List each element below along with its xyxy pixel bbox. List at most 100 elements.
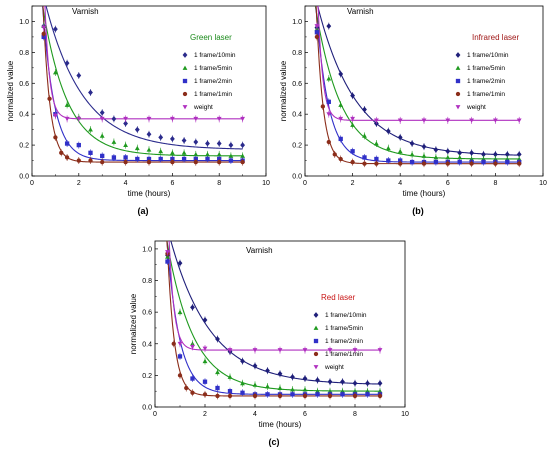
chart-svg: 0 2 4 6 8 10 0.0 0.2 0.4 0.6 0.8 1.0 time (hours) nor… [6, 5, 270, 216]
data-series [165, 250, 383, 400]
y-axis-label: normalized value [279, 60, 288, 121]
legend-marker [182, 65, 188, 70]
data-point [64, 116, 70, 122]
data-point [302, 393, 308, 399]
legend-marker [313, 365, 319, 370]
data-point [146, 131, 152, 138]
data-point [158, 156, 163, 162]
data-point [252, 348, 258, 353]
data-point [227, 374, 233, 379]
data-point [352, 393, 358, 399]
data-point [215, 385, 220, 391]
x-tick-label: 4 [124, 180, 128, 187]
data-point [64, 60, 70, 67]
legend-marker [455, 105, 461, 110]
chart-title: Varnish [246, 246, 273, 255]
data-point [326, 76, 332, 81]
data-point [177, 260, 183, 267]
data-point [277, 385, 283, 390]
x-tick-label: 2 [77, 180, 81, 187]
data-point [41, 25, 47, 31]
legend-label: 1 frame/2min [194, 78, 232, 85]
x-tick-label: 4 [253, 411, 257, 418]
data-point [53, 135, 58, 140]
y-tick-label: 0.6 [142, 310, 152, 317]
data-point [421, 153, 427, 158]
data-point [205, 140, 210, 147]
data-point [88, 89, 93, 96]
data-point [409, 151, 415, 157]
legend-marker [182, 78, 188, 84]
data-point [215, 336, 220, 342]
data-series [314, 33, 522, 168]
data-point [123, 120, 128, 127]
data-point [64, 102, 70, 107]
data-point [397, 118, 403, 123]
y-tick-label: 0.8 [142, 278, 152, 285]
data-point [190, 376, 195, 381]
data-point [205, 151, 210, 157]
plot-frame [304, 5, 544, 177]
data-point [177, 373, 183, 378]
y-tick-label: 0.0 [19, 174, 29, 181]
data-point [76, 158, 81, 163]
data-point [350, 92, 355, 99]
legend-label: 1 frame/10min [325, 312, 367, 319]
legend-marker [182, 91, 188, 97]
x-axis-label: time (hours) [128, 189, 171, 198]
data-point [170, 159, 175, 165]
data-point [252, 382, 258, 387]
data-point [158, 148, 164, 154]
laser-label: Red laser [321, 293, 356, 302]
data-point [193, 151, 199, 157]
legend-label: 1 frame/1min [194, 91, 232, 98]
y-tick-label: 0.8 [19, 50, 29, 57]
data-point [445, 161, 450, 166]
y-tick-label: 1.0 [292, 19, 302, 26]
chart-panel-b: 0 2 4 6 8 10 0.0 0.2 0.4 0.6 0.8 1.0 time (hours) nor… [275, 0, 550, 225]
data-point [215, 369, 220, 375]
data-point [365, 380, 370, 387]
panel-caption: (c) [269, 437, 280, 447]
legend-label: weight [466, 104, 486, 111]
chart-title: Varnish [347, 7, 374, 16]
data-point [240, 153, 245, 158]
legend-label: weight [324, 364, 344, 371]
data-point [146, 147, 152, 152]
data-point [338, 116, 344, 122]
legend-label: 1 frame/5min [194, 65, 232, 72]
data-point [190, 390, 195, 395]
fit-curve [45, 6, 243, 150]
x-tick-label: 6 [170, 180, 174, 187]
data-point [327, 348, 333, 353]
x-tick-label: 8 [217, 180, 221, 187]
data-point [170, 136, 175, 142]
data-point [314, 30, 320, 35]
legend-label: 1 frame/5min [325, 325, 363, 332]
x-axis-label: time (hours) [403, 189, 446, 198]
data-point [493, 118, 498, 123]
data-point [350, 159, 355, 165]
data-point [505, 159, 510, 165]
data-point [228, 142, 234, 148]
y-tick-label: 0.2 [142, 373, 152, 380]
data-point [53, 113, 58, 119]
data-point [228, 158, 234, 163]
legend-label: 1 frame/10min [194, 52, 236, 59]
data-point [252, 393, 258, 399]
data-point [146, 159, 152, 165]
data-point [123, 155, 128, 160]
y-tick-label: 1.0 [142, 246, 152, 253]
legend-label: 1 frame/1min [467, 91, 505, 98]
data-point [445, 118, 451, 123]
data-point [326, 99, 331, 104]
data-point [350, 116, 355, 122]
data-point [481, 159, 486, 165]
x-tick-label: 0 [153, 411, 157, 418]
data-point [327, 393, 333, 399]
data-point [240, 390, 245, 395]
fit-curve [42, 6, 243, 163]
y-tick-label: 0.8 [292, 50, 302, 57]
chart-panel-a: 0 2 4 6 8 10 0.0 0.2 0.4 0.6 0.8 1.0 time (hours) nor… [0, 0, 275, 225]
